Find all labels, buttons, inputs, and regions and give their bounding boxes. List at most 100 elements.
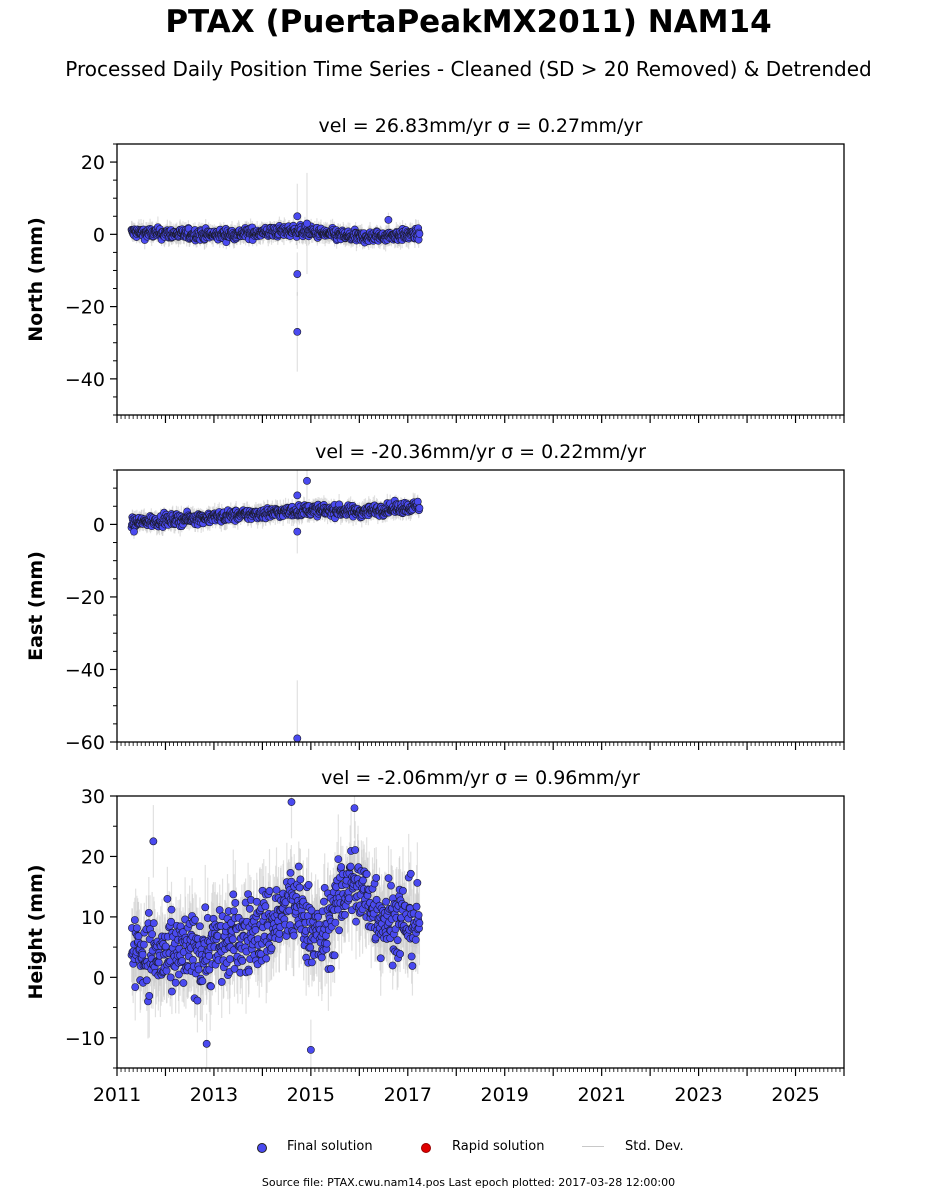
final-solution-point xyxy=(194,965,203,974)
y-tick-label: 30 xyxy=(81,786,105,808)
y-tick-label: 20 xyxy=(81,846,105,868)
y-tick-label: −20 xyxy=(65,587,105,609)
final-solution-point xyxy=(293,734,302,742)
final-solution-point xyxy=(229,890,238,899)
y-tick-label: −60 xyxy=(65,732,105,754)
final-solution-point xyxy=(415,504,424,512)
final-solution-point xyxy=(317,953,326,962)
final-solution-point xyxy=(171,978,180,987)
final-solution-point xyxy=(406,869,415,878)
final-solution-point xyxy=(142,976,151,985)
final-solution-point xyxy=(413,878,422,887)
final-solution-point xyxy=(226,955,234,963)
final-solution-point xyxy=(295,883,304,892)
final-solution-point xyxy=(307,906,316,915)
x-tick-label: 2011 xyxy=(93,1084,141,1106)
final-solution-point xyxy=(393,936,402,945)
final-solution-point xyxy=(372,873,381,882)
x-tick-label: 2025 xyxy=(771,1084,819,1106)
x-tick-label: 2015 xyxy=(287,1084,335,1106)
final-solution-point xyxy=(138,950,147,959)
final-solution-point xyxy=(166,973,175,982)
final-solution-point xyxy=(163,895,172,903)
panel-height: −10 0 10 20 30 2011 2013 2015 2017 2019 2021 2023 20… xyxy=(25,767,845,1106)
final-solution-point xyxy=(411,935,420,944)
legend: Final solution Rapid solution Std. Dev. xyxy=(0,1136,937,1160)
final-solution-point xyxy=(399,886,407,895)
y-axis-label: East (mm) xyxy=(25,551,47,661)
final-solution-point xyxy=(388,961,397,970)
final-solution-point xyxy=(335,926,344,935)
final-solution-point xyxy=(145,992,154,1000)
final-solution-point xyxy=(293,491,302,500)
panel-east: −60 −40 −20 0 vel = -20.36mm/yr σ = 0.22mm/y… xyxy=(25,441,845,754)
final-solution-point xyxy=(245,904,254,913)
final-solution-point xyxy=(175,970,183,979)
final-solution-point xyxy=(251,926,260,934)
final-solution-point xyxy=(414,911,423,919)
final-solution-point xyxy=(245,967,253,976)
final-solution-point xyxy=(168,987,176,996)
final-solution-point xyxy=(330,951,339,960)
final-solution-point xyxy=(265,887,274,895)
final-solution-point xyxy=(167,917,175,926)
final-solution-point xyxy=(202,1039,211,1048)
final-solution-point xyxy=(331,918,340,927)
final-solution-point xyxy=(252,897,261,906)
final-solution-point xyxy=(193,996,202,1005)
final-solution-point xyxy=(415,229,424,238)
x-tick-label: 2019 xyxy=(481,1084,529,1106)
plot-area-north xyxy=(127,172,424,372)
final-solution-point xyxy=(326,964,335,973)
final-solution-point xyxy=(213,932,222,940)
final-solution-point xyxy=(334,855,343,864)
y-axis-label: North (mm) xyxy=(25,217,47,342)
final-solution-point xyxy=(362,870,371,878)
final-solution-point xyxy=(154,958,163,967)
final-solution-point xyxy=(275,929,284,938)
final-solution-point xyxy=(350,804,359,812)
final-solution-point xyxy=(306,1045,315,1054)
final-solution-point xyxy=(217,978,226,986)
final-solution-point xyxy=(149,837,158,846)
final-solution-point xyxy=(167,905,176,914)
y-tick-label: 0 xyxy=(93,967,105,989)
y-tick-label: −40 xyxy=(65,369,105,391)
final-solution-point xyxy=(132,924,141,933)
final-solution-point xyxy=(387,881,395,890)
y-tick-label: −10 xyxy=(65,1028,105,1050)
legend-std-label: Std. Dev. xyxy=(625,1139,684,1154)
final-solution-point xyxy=(178,957,187,965)
final-solution-point xyxy=(408,962,417,970)
final-solution-point xyxy=(314,912,323,921)
final-solution-point xyxy=(396,950,404,958)
final-solution-point xyxy=(272,886,281,894)
final-solution-point xyxy=(230,964,239,973)
y-tick-label: 10 xyxy=(81,907,105,929)
final-solution-point xyxy=(191,915,199,924)
y-tick-label: 0 xyxy=(93,224,105,246)
final-solution-point xyxy=(382,897,390,906)
final-solution-point xyxy=(149,919,158,928)
panel-title: vel = 26.83mm/yr σ = 0.27mm/yr xyxy=(319,115,643,137)
final-solution-point xyxy=(306,943,315,952)
x-tick-label: 2017 xyxy=(384,1084,432,1106)
final-solution-point xyxy=(346,862,355,871)
final-solution-point xyxy=(303,219,311,228)
final-solution-point xyxy=(340,910,349,919)
final-solution-point xyxy=(139,940,148,949)
final-solution-point xyxy=(148,930,157,939)
final-solution-point xyxy=(205,951,213,960)
final-solution-point xyxy=(293,327,302,336)
plot-area-east xyxy=(127,470,424,742)
final-solution-point xyxy=(161,942,170,951)
y-tick-label: 0 xyxy=(93,514,105,536)
y-tick-label: 20 xyxy=(81,152,105,174)
legend-rapid-label: Rapid solution xyxy=(452,1139,545,1154)
final-solution-point xyxy=(262,954,271,963)
final-solution-point xyxy=(289,931,298,940)
final-solution-point xyxy=(359,876,367,885)
y-tick-label: −20 xyxy=(65,297,105,319)
final-solution-point xyxy=(407,952,416,961)
